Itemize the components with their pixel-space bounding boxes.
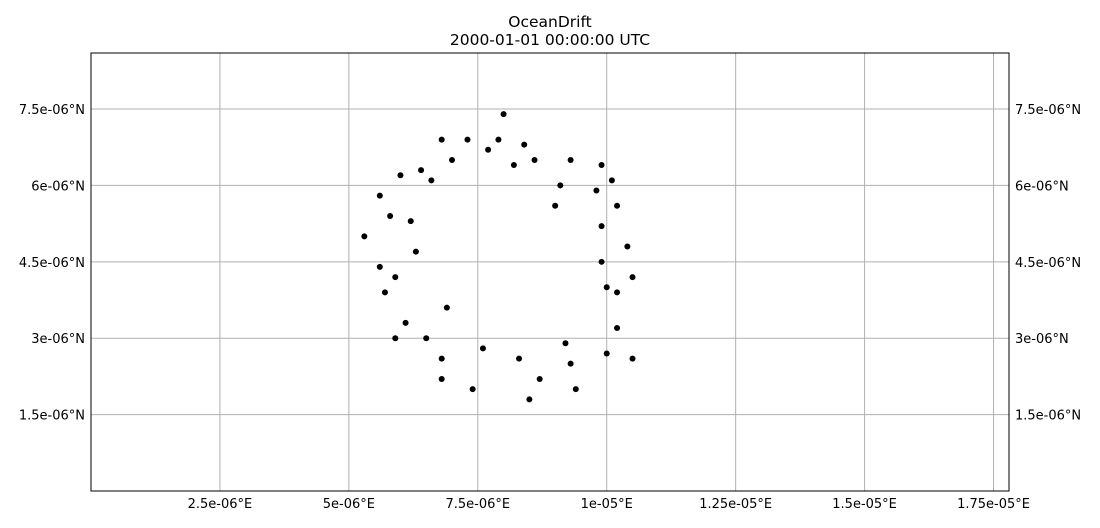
drifter-point — [500, 111, 507, 118]
drifter-point — [629, 274, 636, 281]
drifter-point — [387, 212, 394, 219]
drifter-point — [598, 223, 605, 230]
drifter-point — [428, 177, 435, 184]
drifter-point — [485, 146, 492, 153]
x-tick-label: 7.5e-06°E — [445, 497, 510, 512]
drifter-point — [593, 187, 600, 194]
drifter-point — [572, 386, 579, 393]
drifter-point — [552, 202, 559, 209]
y-tick-label-left: 1.5e-06°N — [19, 409, 85, 424]
drifter-point — [438, 375, 445, 382]
plot-frame — [90, 52, 1010, 492]
drifter-point — [521, 141, 528, 148]
drifter-point — [562, 340, 569, 347]
x-tick-labels: 2.5e-06°E 5e-06°E 7.5e-06°E 1e-05°E 1.25e-05… — [188, 497, 1030, 512]
x-tick-label: 5e-06°E — [323, 497, 375, 512]
x-tick-label: 1.25e-05°E — [699, 497, 772, 512]
x-tick-label: 2.5e-06°E — [188, 497, 253, 512]
drifter-point — [397, 172, 404, 179]
drifter-point — [608, 177, 615, 184]
y-tick-label-right: 3e-06°N — [1015, 332, 1069, 347]
drifter-point — [449, 156, 456, 163]
grid-lines — [91, 53, 1009, 491]
drifter-point — [526, 396, 533, 403]
drifter-point — [495, 136, 502, 143]
drifter-point — [418, 167, 425, 174]
drifter-point — [567, 360, 574, 367]
drifter-point — [479, 345, 486, 352]
drifter-point — [464, 136, 471, 143]
x-tick-label: 1.5e-05°E — [832, 497, 897, 512]
drifter-point — [392, 335, 399, 342]
y-tick-labels: 1.5e-06°N 1.5e-06°N 3e-06°N 3e-06°N 4.5e-06°… — [19, 103, 1081, 424]
y-tick-label-left: 4.5e-06°N — [19, 256, 85, 271]
drifter-point — [361, 233, 368, 240]
drifter-point — [376, 192, 383, 199]
drifter-point — [407, 218, 414, 225]
drifter-point — [531, 156, 538, 163]
y-tick-label-left: 7.5e-06°N — [19, 103, 85, 118]
drifter-point — [423, 335, 430, 342]
drifter-point — [381, 289, 388, 296]
chart-subtitle: 2000-01-01 00:00:00 UTC — [450, 31, 650, 49]
drifter-points — [361, 111, 636, 403]
drifter-point — [402, 319, 409, 326]
y-tick-label-right: 1.5e-06°N — [1015, 409, 1081, 424]
drifter-point — [536, 375, 543, 382]
y-tick-label-right: 6e-06°N — [1015, 179, 1069, 194]
y-tick-label-left: 6e-06°N — [31, 179, 85, 194]
drifter-point — [624, 243, 631, 250]
x-tick-label: 1.75e-05°E — [957, 497, 1030, 512]
drifter-point — [603, 350, 610, 357]
drifter-point — [614, 325, 621, 332]
y-tick-label-right: 7.5e-06°N — [1015, 103, 1081, 118]
y-tick-label-left: 3e-06°N — [31, 332, 85, 347]
drifter-point — [438, 136, 445, 143]
chart-title: OceanDrift — [508, 13, 591, 31]
drifter-point — [438, 355, 445, 362]
drifter-point — [412, 248, 419, 255]
x-tick-label: 1e-05°E — [581, 497, 633, 512]
drifter-point — [443, 304, 450, 311]
drifter-point — [629, 355, 636, 362]
drifter-point — [516, 355, 523, 362]
drifter-point — [557, 182, 564, 189]
drifter-point — [598, 162, 605, 169]
drifter-point — [392, 274, 399, 281]
y-tick-label-right: 4.5e-06°N — [1015, 256, 1081, 271]
drifter-point — [598, 258, 605, 265]
drifter-point — [510, 162, 517, 169]
drifter-point — [376, 263, 383, 270]
drifter-point — [567, 156, 574, 163]
drifter-point — [603, 284, 610, 291]
drifter-point — [469, 386, 476, 393]
drifter-point — [614, 202, 621, 209]
drifter-point — [614, 289, 621, 296]
